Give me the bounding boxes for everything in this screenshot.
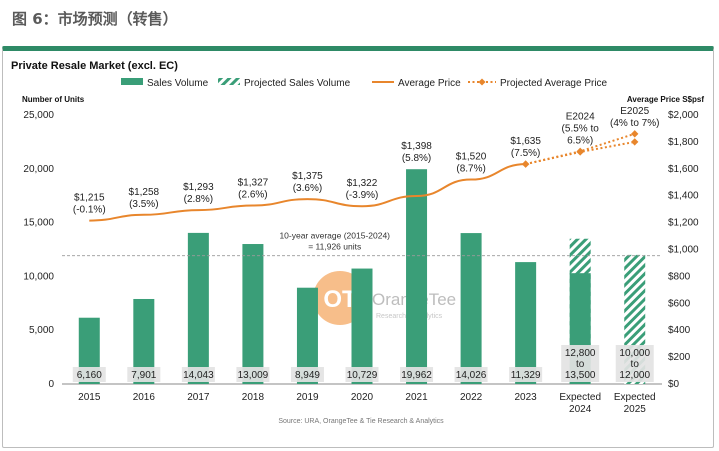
x-tick: 2019 (296, 392, 319, 403)
price-data-label: $1,258 (3.5%) (129, 187, 160, 210)
legend-projected-price-marker (478, 78, 486, 86)
y-tick-right: $200 (668, 352, 691, 363)
bar-label-box (290, 367, 324, 382)
x-tick: Expected 2024 (559, 392, 601, 415)
x-tick: 2023 (515, 392, 538, 403)
legend-swatch-projected-sales (218, 78, 240, 85)
projected-price-marker (521, 160, 530, 168)
bar-label-box (400, 367, 434, 382)
price-data-label: $1,322 (-3.9%) (346, 178, 379, 201)
watermark-logo-glyph: OT (323, 286, 357, 313)
bar-sales-volume (515, 262, 537, 384)
y-tick-left: 20,000 (23, 164, 54, 175)
y-tick-left: 0 (48, 379, 54, 390)
y-tick-right: $1,400 (668, 191, 699, 202)
bar-sales-volume (460, 233, 482, 384)
chart-title: Private Resale Market (excl. EC) (11, 60, 178, 72)
bar-sales-volume (296, 287, 318, 384)
y-tick-left: 25,000 (23, 110, 54, 121)
source-note: Source: URA, OrangeTee & Tie Research & … (278, 418, 444, 425)
reference-line: 10-year average (2015-2024) = 11,926 unit… (62, 231, 662, 257)
bar-sales-volume (351, 268, 373, 384)
x-tick: 2016 (133, 392, 156, 403)
x-tick: 2015 (78, 392, 101, 403)
y-tick-right: $1,600 (668, 164, 699, 175)
price-data-label: $1,520 (8.7%) (456, 152, 487, 175)
x-tick: 2022 (460, 392, 483, 403)
bar-sales-volume (187, 232, 209, 384)
bar-data-label: 10,000 to 12,000 (619, 348, 650, 381)
y-tick-right: $800 (668, 271, 691, 282)
bars (78, 169, 646, 384)
x-tick: 2020 (351, 392, 374, 403)
price-data-label: $1,635 (7.5%) (510, 136, 541, 159)
legend-label: Projected Sales Volume (244, 78, 351, 89)
legend-label: Sales Volume (147, 78, 209, 89)
bar-data-label: 12,800 to 13,500 (565, 348, 596, 381)
price-lines (89, 130, 639, 222)
bar-label-box (615, 345, 654, 382)
y-axis-right-title: Average Price S$psf (627, 95, 704, 104)
bar-data-label: 10,729 (347, 370, 378, 381)
legend-label: Projected Average Price (500, 78, 608, 89)
price-data-label: $1,398 (5.8%) (401, 141, 432, 164)
bar-sales-volume (133, 298, 155, 384)
bar-label-box (561, 345, 600, 382)
bar-data-label: 11,329 (511, 370, 541, 381)
bar-data-label: 19,962 (401, 370, 432, 381)
bar-data-label: 7,901 (131, 370, 156, 381)
bar-data-label: 14,026 (456, 370, 487, 381)
average-reference-label: 10-year average (2015-2024) = 11,926 unit… (279, 231, 390, 252)
average-price-line (89, 163, 526, 222)
x-tick: Expected 2025 (614, 392, 656, 415)
bar-sales-volume (242, 244, 264, 384)
x-tick: 2017 (187, 392, 210, 403)
bar-label-box (127, 367, 161, 382)
x-tick: 2021 (405, 392, 428, 403)
price-data-label: E2024 (5.5% to 6.5%) (562, 111, 600, 146)
bar-label-box (236, 367, 270, 382)
y-tick-right: $600 (668, 298, 691, 309)
legend-swatch-sales (121, 78, 143, 85)
y-tick-right: $1,200 (668, 218, 699, 229)
y-tick-right: $2,000 (668, 110, 699, 121)
bar-label-box (181, 367, 215, 382)
price-data-label: $1,375 (3.6%) (292, 171, 323, 194)
y-tick-left: 15,000 (23, 218, 54, 229)
bar-data-label: 14,043 (183, 370, 214, 381)
data-labels: $1,215 (-0.1%) $1,258 (3.5%) $1,293 (2.8%) $1,… (72, 106, 659, 382)
y-tick-right: $400 (668, 325, 691, 336)
y-axis-left-title: Number of Units (22, 95, 85, 104)
axes: 0 5,000 10,000 15,000 20,000 25,000 $0 $200 $400… (23, 110, 699, 415)
bar-data-label: 13,009 (238, 370, 269, 381)
watermark: OT OrangeTee Research & Analytics (313, 271, 456, 325)
price-data-label: E2025 (4% to 7%) (610, 106, 659, 129)
bar-label-box (454, 367, 488, 382)
bar-label-box (345, 367, 379, 382)
bar-label-box (72, 367, 106, 382)
bar-data-label: 6,160 (77, 370, 102, 381)
price-data-label: $1,293 (2.8%) (183, 182, 214, 205)
bar-sales-volume (406, 169, 428, 384)
price-data-label: $1,215 (-0.1%) (73, 193, 106, 216)
y-tick-right: $0 (668, 379, 680, 390)
y-tick-right: $1,800 (668, 137, 699, 148)
projected-price-marker (576, 148, 584, 156)
y-tick-right: $1,000 (668, 245, 699, 256)
legend: Sales Volume Projected Sales Volume Averag… (121, 78, 608, 89)
projected-price-marker (631, 138, 639, 146)
price-data-label: $1,327 (2.6%) (238, 178, 269, 201)
y-tick-left: 5,000 (29, 325, 54, 336)
bar-data-label: 8,949 (295, 370, 320, 381)
x-tick: 2018 (242, 392, 265, 403)
legend-label: Average Price (398, 78, 461, 89)
y-tick-left: 10,000 (23, 271, 54, 282)
figure-heading: 图 6：市场预测（转售） (12, 10, 178, 28)
projected-price-marker (631, 130, 639, 138)
bar-label-box (509, 367, 543, 382)
